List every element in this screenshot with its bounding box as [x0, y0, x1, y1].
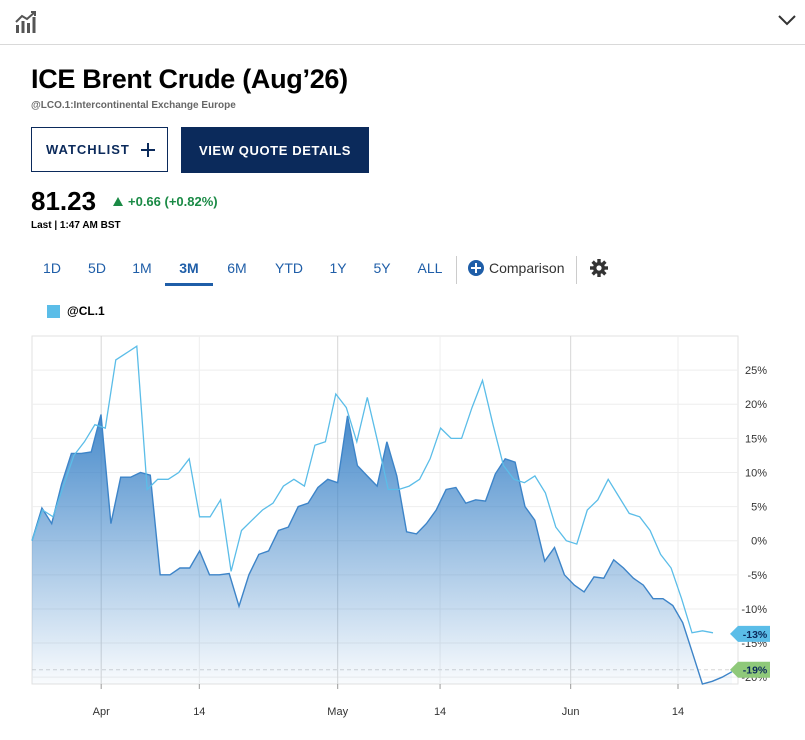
chevron-down-icon[interactable]	[777, 12, 797, 28]
x-tick-label: 14	[434, 706, 446, 718]
watchlist-button[interactable]: WATCHLIST	[31, 127, 168, 172]
plus-circle-icon	[468, 260, 484, 276]
view-quote-details-button[interactable]: VIEW QUOTE DETAILS	[181, 127, 369, 173]
y-tick-label: 0%	[751, 536, 767, 548]
price-chart[interactable]: 25%20%15%10%5%0%-5%-10%-15%-20% Apr 14 May…	[0, 330, 805, 730]
range-tab-3m[interactable]: 3M	[165, 252, 213, 286]
range-tab-6m[interactable]: 6M	[227, 260, 247, 276]
end-badges: -13% -19%	[730, 625, 770, 678]
chart-plot	[31, 345, 733, 685]
comparison-label: Comparison	[489, 260, 565, 276]
comparison-end-badge-label: -13%	[743, 629, 768, 641]
x-tick-label: Apr	[93, 706, 110, 718]
comparison-button[interactable]: Comparison	[468, 257, 564, 279]
gear-icon[interactable]	[589, 258, 609, 278]
legend-swatch	[47, 304, 60, 318]
page-title: ICE Brent Crude (Aug’26)	[31, 64, 348, 94]
exchange-subtitle: @LCO.1:Intercontinental Exchange Europe	[31, 100, 236, 111]
y-tick-label: 15%	[745, 433, 767, 445]
main-end-badge: -19%	[730, 661, 770, 678]
view-quote-details-label: VIEW QUOTE DETAILS	[198, 142, 352, 158]
y-tick-label: 5%	[751, 502, 767, 514]
comparison-end-badge: -13%	[730, 625, 770, 642]
range-tab-1y[interactable]: 1Y	[329, 260, 347, 276]
range-tab-ytd[interactable]: YTD	[275, 260, 303, 276]
up-arrow-icon	[113, 197, 123, 206]
price-change: +0.66 (+0.82%)	[113, 194, 218, 209]
y-tick-label: 20%	[745, 399, 767, 411]
range-tab-5y[interactable]: 5Y	[373, 260, 391, 276]
bar-chart-trend-icon[interactable]	[14, 9, 40, 35]
divider	[576, 256, 577, 284]
watchlist-label: WATCHLIST	[46, 142, 130, 157]
legend-label: @CL.1	[67, 304, 105, 318]
last-updated: Last | 1:47 AM BST	[31, 220, 121, 231]
y-tick-label: 10%	[745, 467, 767, 479]
top-bar	[0, 0, 805, 45]
range-tab-all[interactable]: ALL	[417, 260, 443, 276]
comparison-series-line	[31, 345, 714, 634]
range-tab-1d[interactable]: 1D	[43, 260, 61, 276]
x-tick-label: Jun	[562, 706, 580, 718]
x-tick-label: 14	[193, 706, 205, 718]
range-tab-1m[interactable]: 1M	[132, 260, 152, 276]
comparison-end-badge-shape	[730, 625, 770, 642]
x-tick-label: May	[327, 706, 348, 718]
plus-icon	[140, 142, 155, 157]
main-series-area	[32, 414, 732, 684]
main-end-badge-shape	[730, 661, 770, 678]
last-price: 81.23	[31, 186, 97, 216]
y-tick-label: -5%	[747, 570, 767, 582]
price-change-value: +0.66 (+0.82%)	[128, 194, 218, 209]
range-tab-5d[interactable]: 5D	[88, 260, 106, 276]
y-tick-label: -10%	[741, 604, 767, 616]
chart-legend: @CL.1	[47, 304, 105, 318]
x-axis: Apr 14 May 14 Jun 14	[93, 684, 684, 718]
main-end-badge-label: -19%	[743, 665, 768, 677]
x-tick-label: 14	[672, 706, 684, 718]
y-tick-label: 25%	[745, 365, 767, 377]
y-axis: 25%20%15%10%5%0%-5%-10%-15%-20%	[741, 365, 767, 684]
divider	[456, 256, 457, 284]
